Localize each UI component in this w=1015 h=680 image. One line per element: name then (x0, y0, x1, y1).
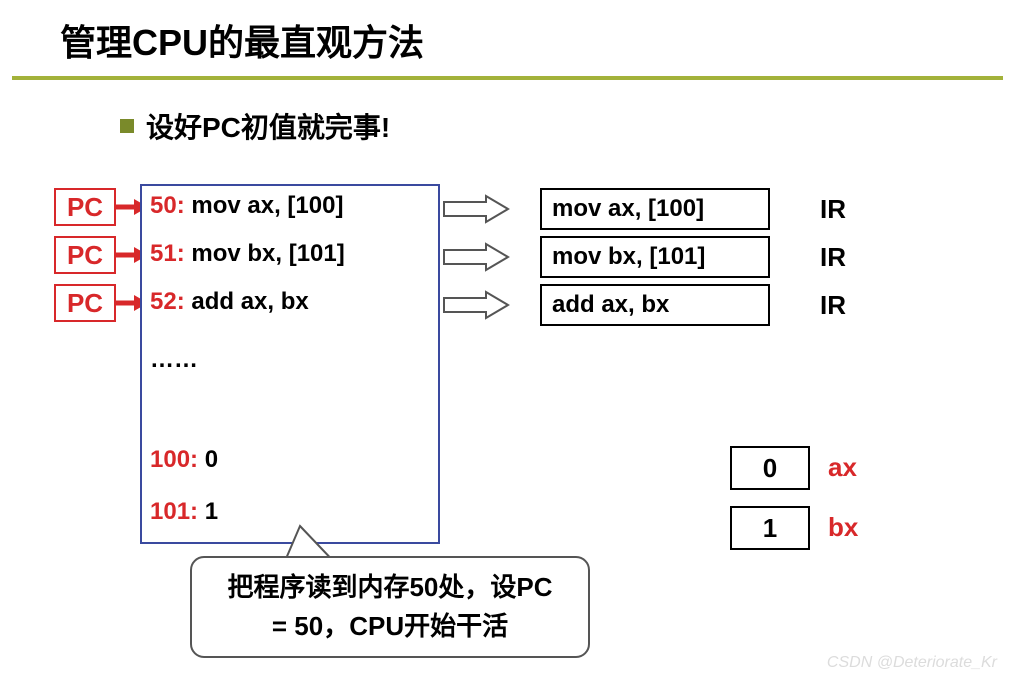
fetch-arrow-0 (442, 194, 512, 224)
callout-box: 把程序读到内存50处，设PC = 50，CPU开始干活 (190, 556, 590, 658)
callout-line-1: 把程序读到内存50处，设PC (210, 568, 570, 607)
ir-box-1: mov bx, [101] (540, 236, 770, 278)
reg-box-bx: 1 (730, 506, 810, 550)
fetch-arrow-1 (442, 242, 512, 272)
ir-label-2: IR (820, 290, 846, 321)
reg-label-bx: bx (828, 512, 858, 543)
mem-addr-5: 101: (150, 498, 198, 525)
slide-title: 管理CPU的最直观方法 (0, 0, 1015, 76)
mem-line-1: 51: mov bx, [101] (150, 240, 345, 268)
watermark: CSDN @Deteriorate_Kr (827, 654, 997, 672)
mem-addr-1: 51: (150, 240, 185, 267)
fetch-arrow-2 (442, 290, 512, 320)
pc-box-2: PC (54, 284, 116, 322)
reg-box-ax: 0 (730, 446, 810, 490)
mem-line-3: …… (150, 346, 198, 374)
ir-box-0: mov ax, [100] (540, 188, 770, 230)
reg-label-ax: ax (828, 452, 857, 483)
mem-addr-0: 50: (150, 192, 185, 219)
ir-box-2: add ax, bx (540, 284, 770, 326)
mem-instr-1: mov bx, [101] (185, 240, 345, 267)
mem-instr-5: 1 (198, 498, 218, 525)
ir-label-1: IR (820, 242, 846, 273)
mem-line-2: 52: add ax, bx (150, 288, 309, 316)
mem-instr-3: …… (150, 346, 198, 373)
mem-addr-2: 52: (150, 288, 185, 315)
pc-box-1: PC (54, 236, 116, 274)
callout-line-2: = 50，CPU开始干活 (210, 607, 570, 646)
ir-label-0: IR (820, 194, 846, 225)
mem-instr-4: 0 (198, 446, 218, 473)
mem-addr-4: 100: (150, 446, 198, 473)
bullet-line: 设好PC初值就完事! (0, 80, 1015, 146)
bullet-marker (120, 119, 134, 133)
mem-instr-0: mov ax, [100] (185, 192, 344, 219)
pc-box-0: PC (54, 188, 116, 226)
mem-instr-2: add ax, bx (185, 288, 309, 315)
mem-line-0: 50: mov ax, [100] (150, 192, 343, 220)
bullet-text: 设好PC初值就完事! (146, 106, 390, 146)
diagram-stage: PC PC PC 50: mov ax, [100] 51: mov bx, [… (0, 146, 1015, 646)
mem-line-5: 101: 1 (150, 498, 218, 526)
mem-line-4: 100: 0 (150, 446, 218, 474)
